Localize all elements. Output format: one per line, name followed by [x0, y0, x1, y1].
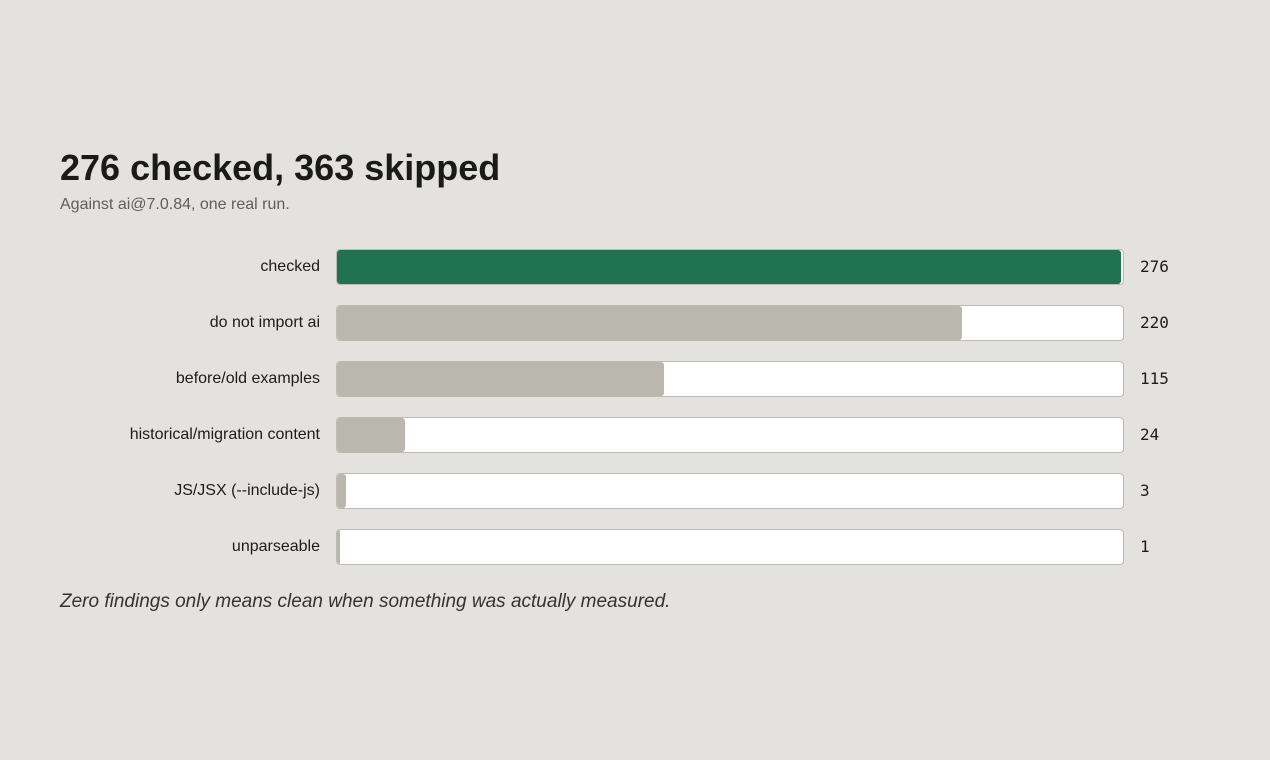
bar-track — [336, 417, 1124, 453]
bar-track — [336, 529, 1124, 565]
bar-track — [336, 473, 1124, 509]
bar — [337, 250, 1121, 284]
bar-value-label: 220 — [1140, 313, 1169, 332]
bar — [337, 362, 664, 396]
bar-label: unparseable — [231, 538, 320, 555]
bar — [337, 306, 962, 340]
bar-label: historical/migration content — [129, 426, 320, 443]
bar-value-label: 115 — [1140, 369, 1169, 388]
bar-track — [336, 361, 1124, 397]
bar-label: JS/JSX (--include-js) — [174, 482, 320, 499]
bar-value-label: 1 — [1140, 537, 1150, 556]
bar — [337, 530, 340, 564]
footnote: Zero findings only means clean when some… — [60, 591, 671, 612]
bar-value-label: 276 — [1140, 257, 1169, 276]
bar-track — [336, 305, 1124, 341]
bar-label: do not import ai — [209, 314, 320, 331]
bar-label: checked — [260, 258, 320, 275]
bar-value-label: 3 — [1140, 481, 1150, 500]
bar-label: before/old examples — [175, 370, 320, 387]
chart-subtitle: Against ai@7.0.84, one real run. — [60, 196, 290, 213]
bar-value-label: 24 — [1140, 425, 1160, 444]
bar-track — [336, 249, 1124, 285]
chart-title: 276 checked, 363 skipped — [60, 147, 501, 188]
bar-chart: checked 276 do not import ai 220 before/old … — [0, 240, 1270, 580]
bar — [337, 418, 405, 452]
bar — [337, 474, 346, 508]
